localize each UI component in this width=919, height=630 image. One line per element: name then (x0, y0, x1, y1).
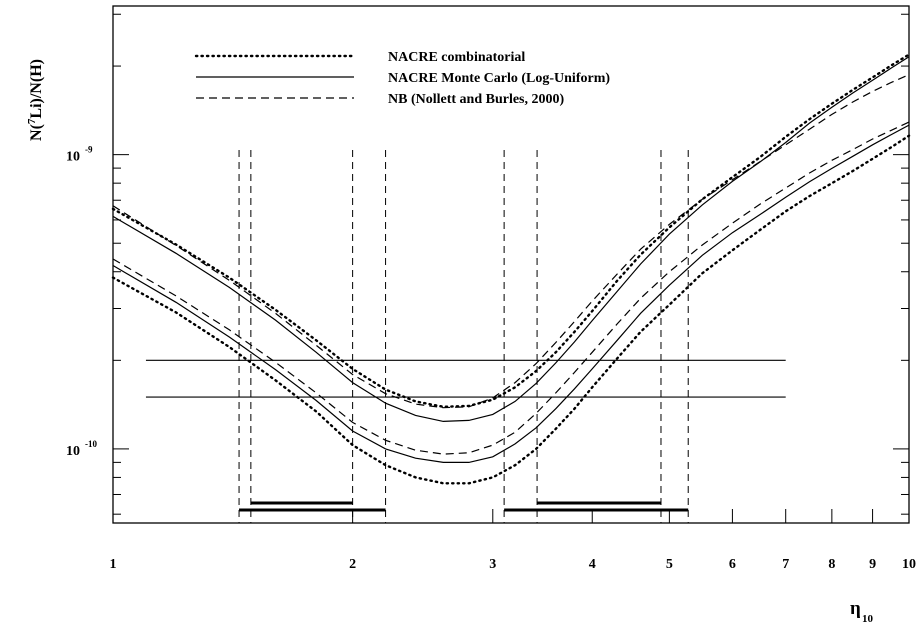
series-line-dashed-upper (112, 74, 910, 409)
x-tick-label: 1 (110, 557, 117, 572)
y-axis-title-prefix: N( (28, 124, 45, 141)
y-axis-title: N(7Li)/N(H) (26, 59, 45, 141)
legend-label: NACRE combinatorial (388, 50, 525, 65)
legend-entry: NACRE combinatorial (194, 50, 525, 65)
x-tick-label: 4 (589, 557, 596, 572)
y-tick-base: 10 (66, 444, 80, 459)
y-tick-exponent: -10 (85, 439, 97, 449)
series-line-dashed-lower (112, 121, 910, 455)
x-tick-label: 6 (729, 557, 736, 572)
x-tick-label: 7 (782, 557, 789, 572)
legend-entry: NACRE Monte Carlo (Log-Uniform) (196, 71, 610, 86)
x-tick-label: 2 (349, 557, 356, 572)
x-axis-symbol: η (850, 598, 861, 619)
x-axis-subscript: 10 (862, 613, 874, 625)
legend-entry: NB (Nollett and Burles, 2000) (196, 92, 565, 107)
y-tick-base: 10 (66, 150, 80, 165)
x-tick-label: 3 (489, 557, 496, 572)
x-axis-title: η 10 (850, 598, 874, 625)
series-line-solid-upper (112, 56, 910, 423)
series-line-solid-lower (112, 124, 910, 463)
series-line-dotted-upper (111, 53, 911, 409)
series-line-dotted-lower (111, 134, 911, 485)
y-tick-label: 10 -10 (66, 439, 97, 459)
y-axis-title-superscript: 7 (26, 118, 38, 124)
plot-frame (112, 5, 910, 524)
y-tick-exponent: -9 (85, 145, 93, 155)
legend-label: NACRE Monte Carlo (Log-Uniform) (388, 71, 610, 86)
x-tick-label: 5 (666, 557, 673, 572)
y-axis-title-suffix: Li)/N(H) (28, 59, 45, 119)
legend-label: NB (Nollett and Burles, 2000) (388, 92, 565, 107)
x-tick-label: 8 (828, 557, 835, 572)
y-tick-label: 10 -9 (66, 145, 93, 165)
x-tick-label: 9 (869, 557, 876, 572)
x-tick-label: 10 (902, 557, 916, 572)
